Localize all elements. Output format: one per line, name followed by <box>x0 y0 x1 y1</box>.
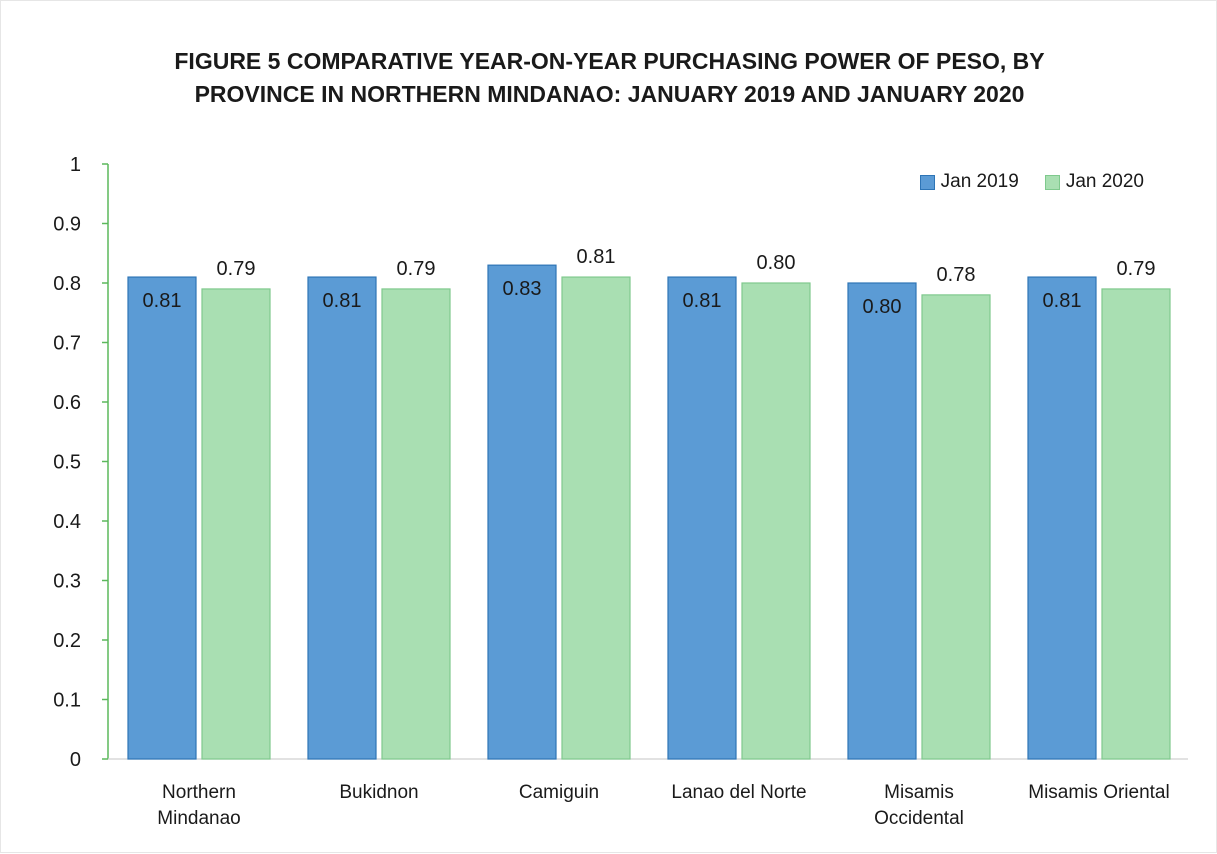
legend-item-jan-2019: Jan 2019 <box>919 171 1019 193</box>
bar <box>307 276 377 760</box>
y-tick-label: 0.5 <box>53 452 81 474</box>
bar <box>921 294 991 760</box>
y-tick-label: 0.6 <box>53 392 81 414</box>
data-label: 0.80 <box>863 296 902 318</box>
data-label: 0.79 <box>397 258 436 280</box>
legend-label-jan-2019: Jan 2019 <box>940 171 1019 192</box>
x-tick-label-line: Camiguin <box>519 782 599 803</box>
bar <box>561 276 631 760</box>
data-label: 0.81 <box>683 290 722 312</box>
chart-title-line-1: FIGURE 5 COMPARATIVE YEAR-ON-YEAR PURCHA… <box>174 48 1045 74</box>
legend-item-jan-2020: Jan 2020 <box>1044 171 1144 193</box>
legend-swatch-jan-2019 <box>919 174 935 190</box>
x-tick-label-line: Mindanao <box>157 808 240 829</box>
data-label: 0.83 <box>503 278 542 300</box>
legend-swatch-jan-2020 <box>1044 174 1060 190</box>
y-tick-label: 0.4 <box>53 511 81 533</box>
legend-label-jan-2020: Jan 2020 <box>1065 171 1144 192</box>
data-label: 0.81 <box>1043 290 1082 312</box>
x-tick-label-line: Northern <box>162 782 236 803</box>
y-tick-label: 0.2 <box>53 630 81 652</box>
data-label: 0.81 <box>143 290 182 312</box>
bar <box>1101 288 1171 760</box>
x-tick-label: Misamis Occidental <box>874 782 964 829</box>
x-tick-label: Bukidnon <box>339 782 418 803</box>
bar <box>127 276 197 760</box>
x-tick-label-line: Occidental <box>874 808 964 829</box>
data-label: 0.80 <box>757 252 796 274</box>
bar <box>381 288 451 760</box>
x-tick-label-line: Misamis Oriental <box>1028 782 1169 803</box>
x-tick-label: Lanao del Norte <box>671 782 806 803</box>
y-tick-label: 0.9 <box>53 214 81 236</box>
y-tick-label: 0 <box>70 749 81 771</box>
y-tick-label: 0.8 <box>53 273 81 295</box>
y-tick-label: 0.3 <box>53 571 81 593</box>
chart-title-line-2: PROVINCE IN NORTHERN MINDANAO: JANUARY 2… <box>194 81 1025 107</box>
x-tick-label-line: Bukidnon <box>339 782 418 803</box>
x-tick-label-line: Lanao del Norte <box>671 782 806 803</box>
bar <box>667 276 737 760</box>
data-label: 0.79 <box>1117 258 1156 280</box>
chart-title: FIGURE 5 COMPARATIVE YEAR-ON-YEAR PURCHA… <box>1 45 1217 111</box>
bar <box>847 282 917 760</box>
data-label: 0.81 <box>323 290 362 312</box>
data-label: 0.78 <box>937 264 976 286</box>
data-label: 0.79 <box>217 258 256 280</box>
bar <box>201 288 271 760</box>
bar <box>487 264 557 760</box>
bar <box>1027 276 1097 760</box>
bar <box>741 282 811 760</box>
y-tick-label: 0.7 <box>53 333 81 355</box>
data-label: 0.81 <box>577 246 616 268</box>
x-tick-label: Misamis Oriental <box>1028 782 1169 803</box>
y-tick-label: 1 <box>70 154 81 176</box>
chart-legend: Jan 2019 Jan 2020 <box>919 171 1144 193</box>
x-tick-label: Northern Mindanao <box>157 782 240 829</box>
x-tick-label: Camiguin <box>519 782 599 803</box>
x-tick-label-line: Misamis <box>884 782 954 803</box>
y-tick-label: 0.1 <box>53 690 81 712</box>
